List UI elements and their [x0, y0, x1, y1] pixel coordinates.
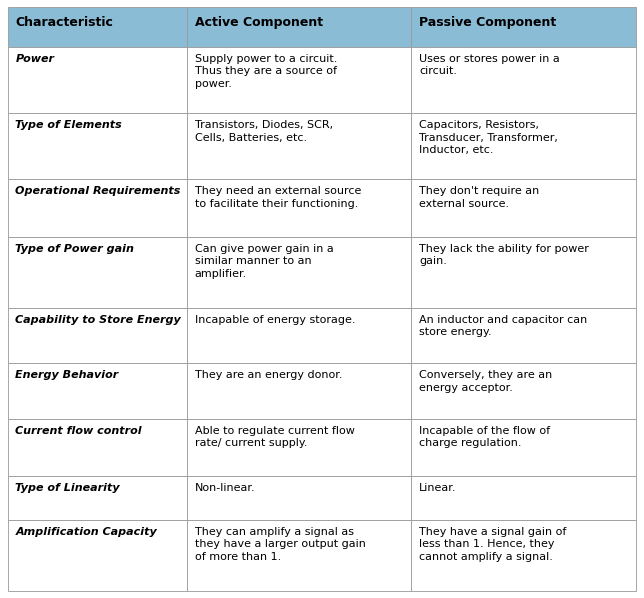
Text: Type of Power gain: Type of Power gain — [15, 244, 135, 254]
Text: Supply power to a circuit.
Thus they are a source of
power.: Supply power to a circuit. Thus they are… — [194, 54, 337, 89]
Bar — [8, 47, 187, 113]
Bar — [187, 363, 412, 419]
Text: Amplification Capacity: Amplification Capacity — [15, 527, 157, 537]
Bar — [8, 520, 187, 591]
Text: Characteristic: Characteristic — [15, 16, 113, 29]
Text: Can give power gain in a
similar manner to an
amplifier.: Can give power gain in a similar manner … — [194, 244, 334, 279]
Bar — [8, 179, 187, 237]
Bar — [187, 47, 412, 113]
Bar — [412, 237, 636, 308]
Bar — [412, 7, 636, 47]
Text: Type of Linearity: Type of Linearity — [15, 483, 120, 493]
Text: They need an external source
to facilitate their functioning.: They need an external source to facilita… — [194, 187, 361, 209]
Bar — [8, 237, 187, 308]
Bar — [8, 113, 187, 179]
Text: Operational Requirements: Operational Requirements — [15, 187, 181, 197]
Bar — [187, 7, 412, 47]
Bar — [412, 113, 636, 179]
Text: Non-linear.: Non-linear. — [194, 483, 255, 493]
Text: Incapable of the flow of
charge regulation.: Incapable of the flow of charge regulati… — [419, 426, 550, 448]
Text: Uses or stores power in a
circuit.: Uses or stores power in a circuit. — [419, 54, 560, 77]
Bar — [412, 520, 636, 591]
Bar — [412, 419, 636, 476]
Text: Capacitors, Resistors,
Transducer, Transformer,
Inductor, etc.: Capacitors, Resistors, Transducer, Trans… — [419, 120, 558, 155]
Bar — [412, 179, 636, 237]
Bar — [412, 308, 636, 363]
Text: Able to regulate current flow
rate/ current supply.: Able to regulate current flow rate/ curr… — [194, 426, 354, 448]
Text: They lack the ability for power
gain.: They lack the ability for power gain. — [419, 244, 589, 266]
Bar — [187, 308, 412, 363]
Text: Type of Elements: Type of Elements — [15, 120, 122, 130]
Bar — [187, 419, 412, 476]
Bar — [412, 476, 636, 520]
Text: Transistors, Diodes, SCR,
Cells, Batteries, etc.: Transistors, Diodes, SCR, Cells, Batteri… — [194, 120, 333, 143]
Text: They have a signal gain of
less than 1. Hence, they
cannot amplify a signal.: They have a signal gain of less than 1. … — [419, 527, 566, 562]
Bar — [8, 419, 187, 476]
Bar — [412, 47, 636, 113]
Text: An inductor and capacitor can
store energy.: An inductor and capacitor can store ener… — [419, 315, 587, 337]
Text: Linear.: Linear. — [419, 483, 457, 493]
Text: Capability to Store Energy: Capability to Store Energy — [15, 315, 181, 325]
Text: They are an energy donor.: They are an energy donor. — [194, 370, 342, 380]
Text: They can amplify a signal as
they have a larger output gain
of more than 1.: They can amplify a signal as they have a… — [194, 527, 365, 562]
Bar — [8, 476, 187, 520]
Bar — [8, 7, 187, 47]
Bar — [8, 363, 187, 419]
Bar — [412, 363, 636, 419]
Text: Passive Component: Passive Component — [419, 16, 556, 29]
Text: Active Component: Active Component — [194, 16, 323, 29]
Text: They don't require an
external source.: They don't require an external source. — [419, 187, 539, 209]
Bar — [187, 179, 412, 237]
Text: Incapable of energy storage.: Incapable of energy storage. — [194, 315, 355, 325]
Bar — [187, 476, 412, 520]
Bar — [187, 113, 412, 179]
Bar — [187, 520, 412, 591]
Text: Energy Behavior: Energy Behavior — [15, 370, 118, 380]
Text: Power: Power — [15, 54, 55, 64]
Text: Current flow control: Current flow control — [15, 426, 142, 436]
Text: Conversely, they are an
energy acceptor.: Conversely, they are an energy acceptor. — [419, 370, 553, 393]
Bar — [187, 237, 412, 308]
Bar — [8, 308, 187, 363]
